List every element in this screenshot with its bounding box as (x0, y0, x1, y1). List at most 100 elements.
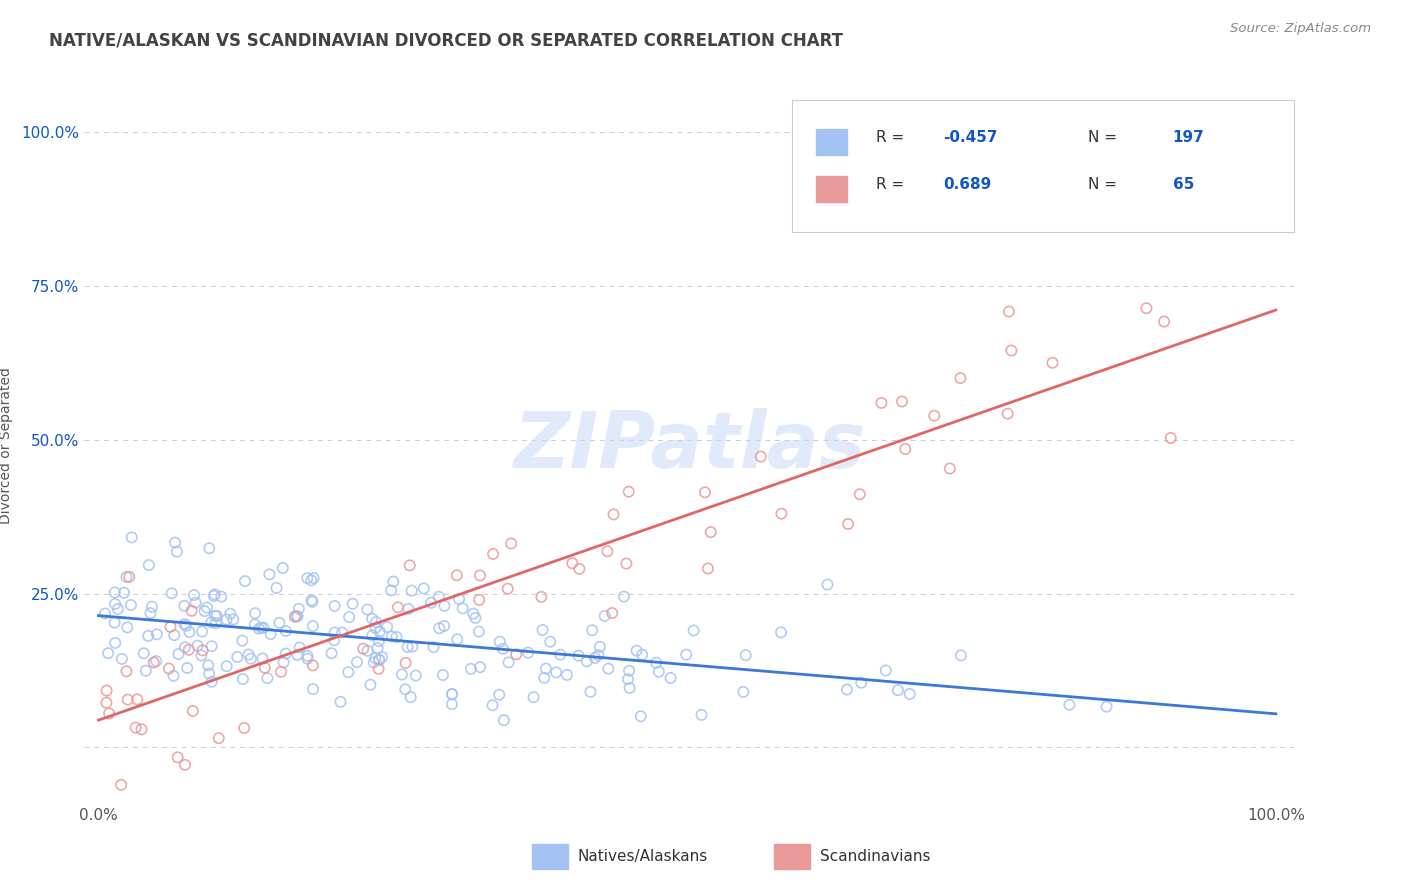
Point (205, 616, 228, 631)
Point (104, 585, 127, 599)
Point (851, 675, 873, 690)
Point (359, 678, 381, 692)
Point (190, 648, 212, 663)
Point (696, 561, 718, 575)
Point (617, 484, 640, 499)
Point (139, 606, 162, 620)
Point (302, 619, 325, 633)
Point (538, 634, 561, 648)
Point (329, 695, 352, 709)
Point (734, 648, 756, 663)
Point (870, 396, 893, 410)
Point (238, 648, 260, 662)
Point (243, 606, 266, 620)
Point (385, 630, 408, 644)
Point (302, 658, 325, 673)
Point (184, 596, 207, 610)
Point (270, 665, 292, 679)
Point (253, 621, 276, 635)
Point (898, 687, 921, 701)
Point (96, 696, 118, 710)
Point (302, 682, 325, 697)
Point (233, 721, 256, 735)
Point (135, 664, 157, 678)
Point (631, 648, 654, 662)
Point (163, 628, 186, 642)
Point (233, 574, 256, 588)
Point (555, 668, 578, 682)
Point (138, 558, 160, 572)
Point (398, 558, 420, 573)
Point (427, 621, 450, 635)
Point (433, 619, 456, 633)
Point (887, 683, 910, 698)
Point (367, 641, 389, 656)
Point (121, 530, 143, 544)
Point (451, 601, 474, 615)
Point (835, 682, 858, 697)
FancyBboxPatch shape (815, 177, 846, 202)
Point (1000, 343, 1022, 358)
Point (391, 667, 413, 681)
Point (432, 668, 454, 682)
Text: 0.689: 0.689 (943, 177, 991, 192)
Point (269, 615, 291, 630)
Point (160, 586, 183, 600)
Point (441, 687, 464, 701)
Point (405, 668, 427, 682)
Point (127, 692, 149, 706)
Text: Natives/Alaskans: Natives/Alaskans (578, 849, 709, 863)
Point (894, 442, 917, 456)
Point (588, 648, 610, 662)
Point (440, 687, 463, 701)
Point (252, 651, 274, 665)
Point (517, 646, 540, 660)
Text: ZIPatlas: ZIPatlas (513, 408, 865, 484)
Point (284, 609, 307, 624)
Point (1059, 698, 1081, 712)
Point (104, 636, 127, 650)
Text: N =: N = (1088, 129, 1122, 145)
Point (364, 651, 387, 665)
Point (209, 590, 232, 604)
Point (159, 620, 181, 634)
Point (600, 606, 623, 620)
Point (215, 613, 238, 627)
Point (337, 610, 360, 624)
Point (749, 450, 772, 464)
FancyBboxPatch shape (815, 129, 846, 155)
Point (197, 658, 219, 673)
Text: R =: R = (876, 129, 910, 145)
Point (589, 640, 612, 654)
Point (176, 661, 198, 675)
Point (1153, 314, 1175, 328)
Point (481, 698, 503, 713)
Point (200, 615, 222, 630)
Point (361, 612, 384, 626)
Point (530, 590, 553, 604)
Point (107, 602, 129, 616)
Point (297, 651, 319, 665)
Point (98, 706, 121, 721)
Point (579, 685, 602, 699)
Point (468, 624, 491, 639)
Point (770, 625, 793, 640)
Point (433, 599, 456, 613)
Text: 197: 197 (1173, 129, 1205, 145)
Point (166, 544, 188, 558)
Point (256, 671, 278, 685)
Point (117, 692, 139, 706)
Point (682, 624, 704, 638)
Point (301, 595, 323, 609)
Point (675, 648, 697, 662)
Point (165, 535, 187, 549)
Point (463, 607, 485, 621)
Point (488, 688, 510, 702)
Point (394, 682, 416, 697)
Point (117, 620, 139, 634)
Point (356, 644, 378, 658)
Point (195, 600, 218, 615)
Text: Source: ZipAtlas.com: Source: ZipAtlas.com (1230, 22, 1371, 36)
Point (1160, 431, 1182, 445)
Point (94, 607, 117, 621)
